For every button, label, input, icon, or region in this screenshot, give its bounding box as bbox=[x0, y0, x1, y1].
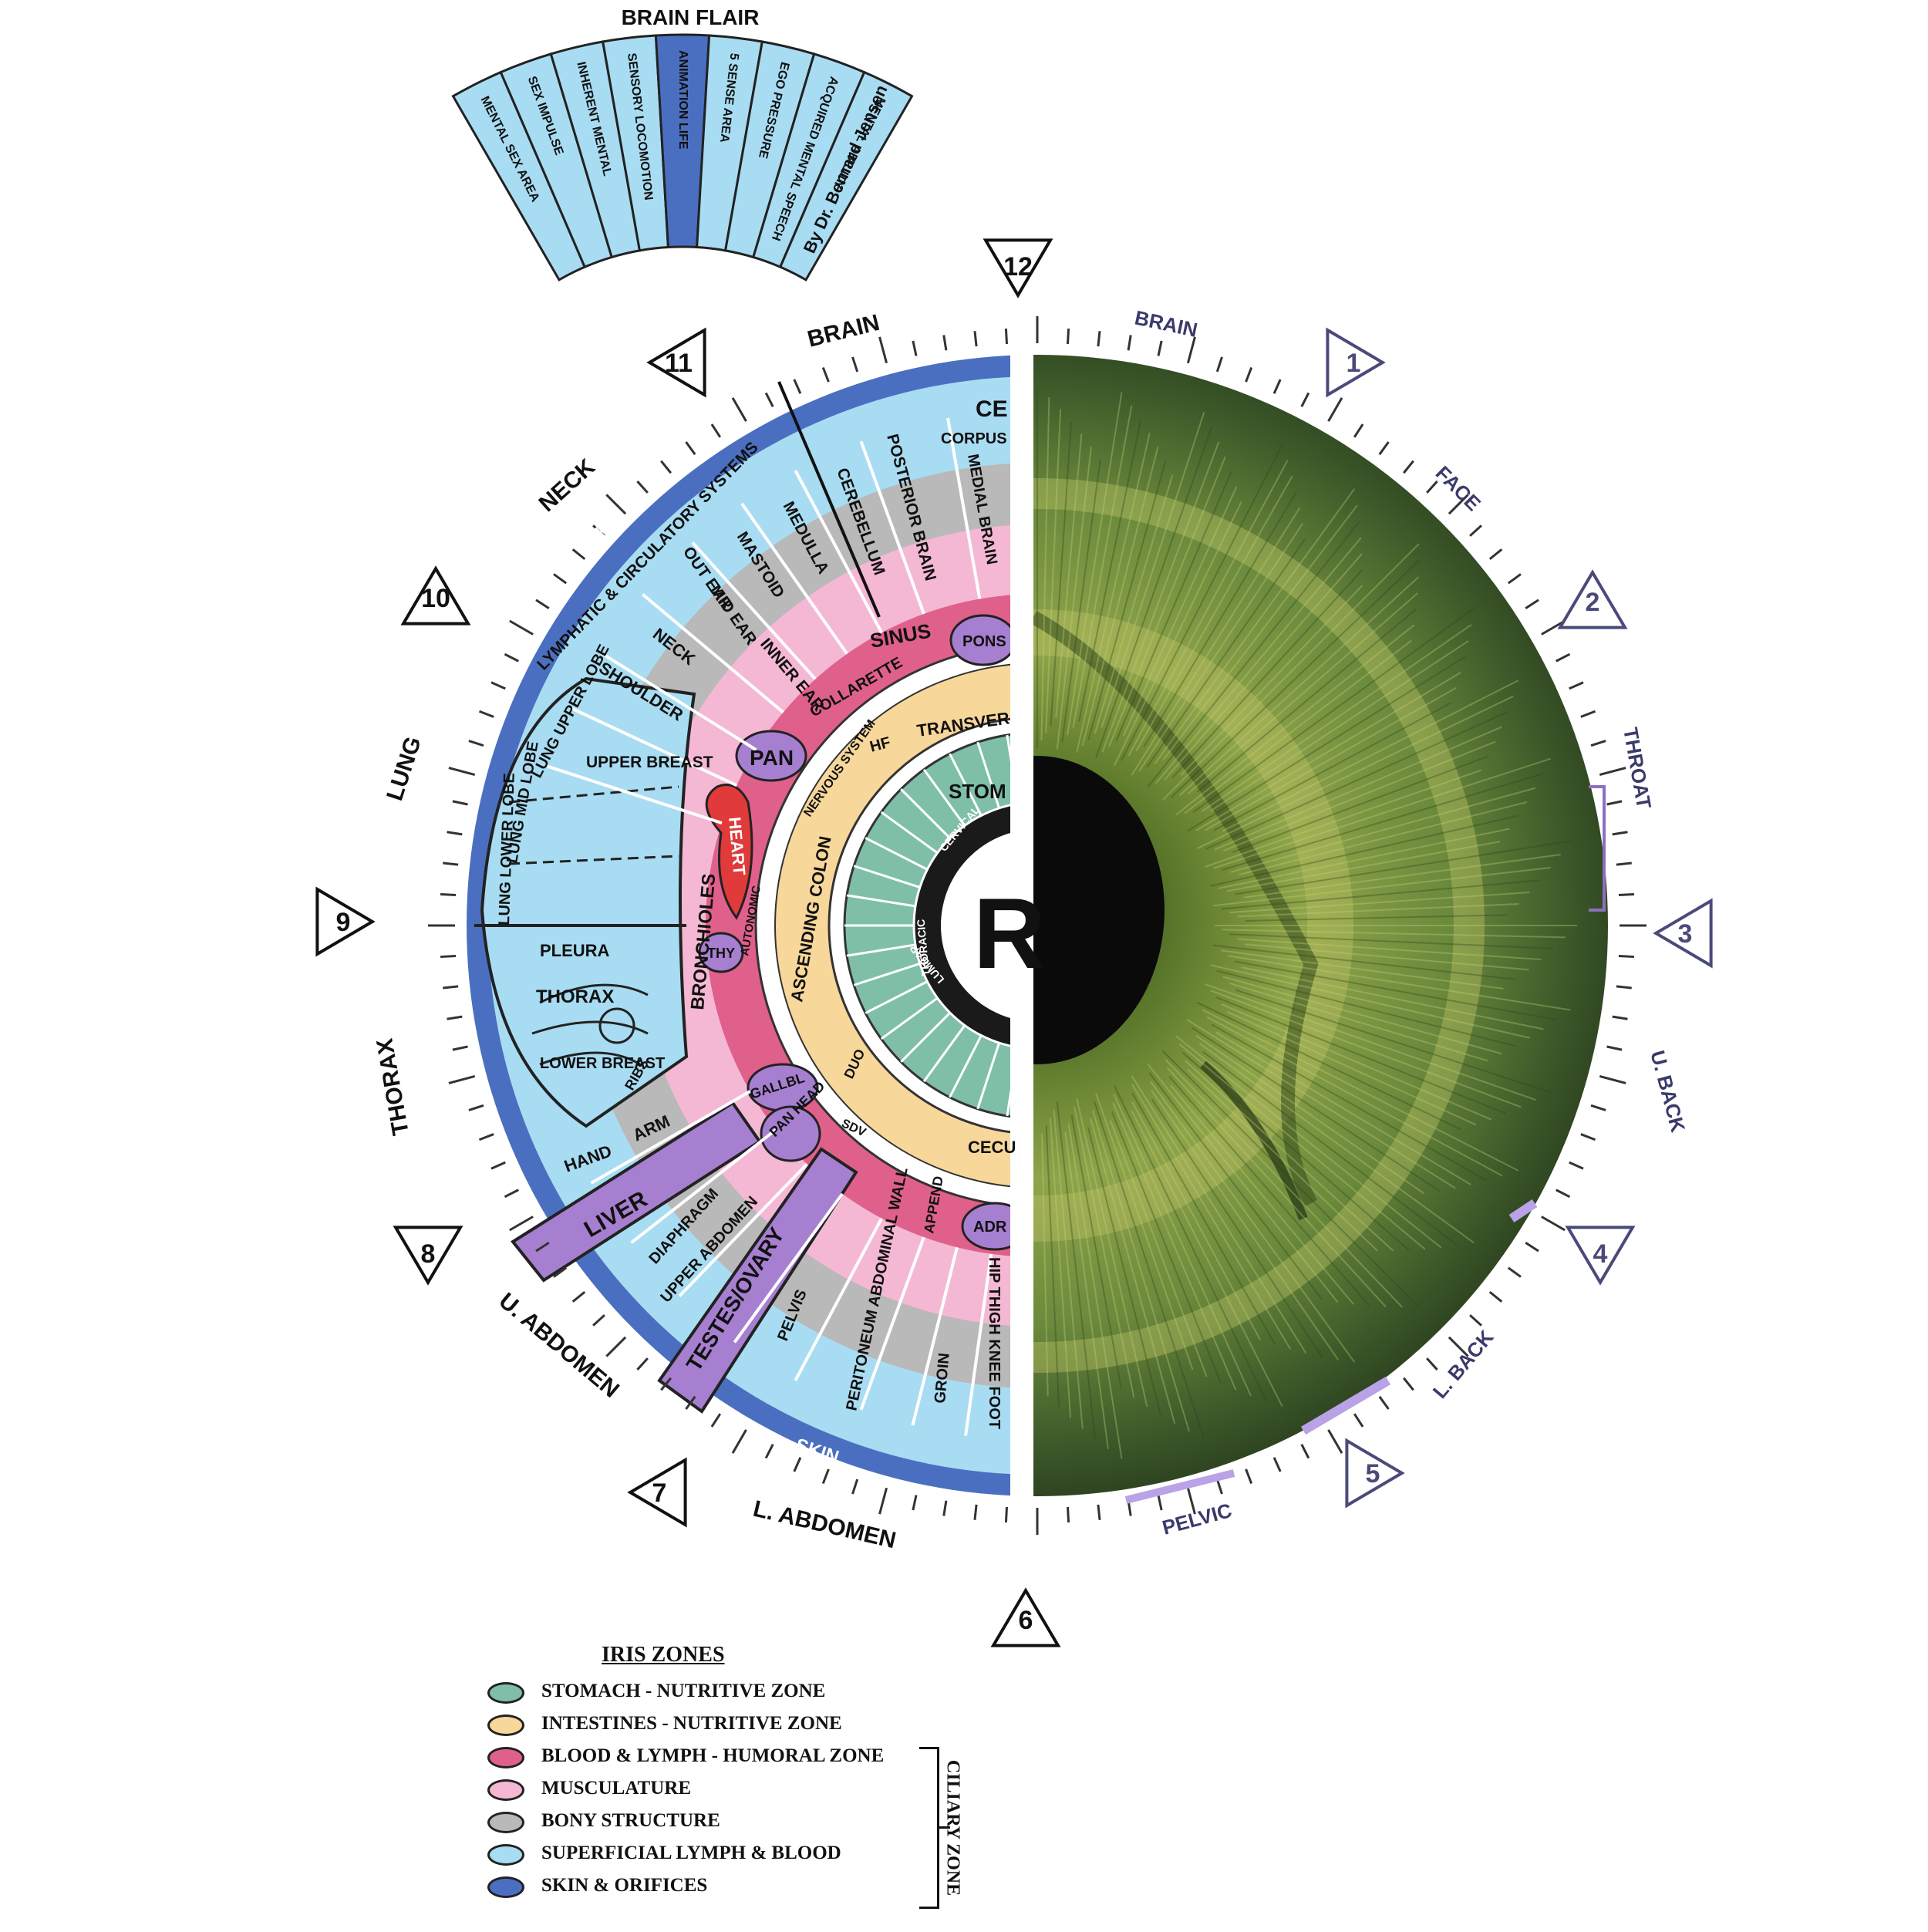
ciliary-zone-label: CILIARY ZONE bbox=[942, 1759, 963, 1897]
clock-marker-triangle bbox=[646, 327, 706, 398]
label-pleura: PLEURA bbox=[540, 941, 610, 960]
clock-marker-triangle bbox=[1557, 569, 1628, 629]
clock-marker-triangle bbox=[1653, 898, 1713, 969]
label-pan: PAN bbox=[750, 746, 794, 770]
ciliary-bracket-tick bbox=[939, 1826, 950, 1829]
clock-marker-triangle bbox=[990, 1587, 1061, 1647]
legend-label: STOMACH - NUTRITIVE ZONE bbox=[541, 1681, 826, 1701]
label-thy: THY bbox=[707, 946, 735, 961]
clock-marker-triangle bbox=[1345, 1438, 1405, 1509]
label-hip: HIP THIGH KNEE FOOT bbox=[986, 1257, 1003, 1429]
outer-label-brain-left: BRAIN bbox=[805, 310, 882, 352]
iris-zones-legend: IRIS ZONES STOMACH - NUTRITIVE ZONE INTES… bbox=[478, 1643, 987, 1920]
legend-item: SKIN & ORIFICES bbox=[478, 1872, 956, 1903]
label-lower-breast: LOWER BREAST bbox=[540, 1055, 665, 1072]
clock-marker-triangle bbox=[627, 1457, 687, 1528]
legend-item: MUSCULATURE bbox=[478, 1775, 956, 1806]
legend-swatch bbox=[487, 1779, 524, 1801]
legend-item: BONY STRUCTURE bbox=[478, 1807, 956, 1838]
iris-chart-left bbox=[467, 356, 1010, 1495]
pupil bbox=[1033, 756, 1165, 1064]
outer-label-l-abdomen: L. ABDOMEN bbox=[750, 1496, 898, 1554]
legend-item: BLOOD & LYMPH - HUMORAL ZONE bbox=[478, 1742, 956, 1773]
clock-marker-2: 2 bbox=[1586, 588, 1600, 617]
legend-label: SUPERFICIAL LYMPH & BLOOD bbox=[541, 1843, 841, 1863]
clock-marker-11: 11 bbox=[665, 349, 693, 378]
outer-label-pelvic: PELVIC bbox=[1160, 1499, 1235, 1539]
clock-marker-10: 10 bbox=[421, 584, 450, 613]
label-adr: ADR bbox=[973, 1219, 1007, 1236]
legend-item: SUPERFICIAL LYMPH & BLOOD bbox=[478, 1839, 956, 1870]
brain-flair-title: BRAIN FLAIR bbox=[622, 5, 760, 29]
clock-marker-5: 5 bbox=[1366, 1459, 1380, 1489]
clock-marker-triangle bbox=[1565, 1226, 1636, 1286]
clock-marker-9: 9 bbox=[336, 908, 351, 937]
iris-photo bbox=[1033, 355, 1608, 1496]
legend-swatch bbox=[487, 1715, 524, 1736]
legend-title: IRIS ZONES bbox=[602, 1643, 725, 1667]
legend-label: BLOOD & LYMPH - HUMORAL ZONE bbox=[541, 1745, 885, 1766]
legend-item: INTESTINES - NUTRITIVE ZONE bbox=[478, 1710, 956, 1741]
legend-label: BONY STRUCTURE bbox=[541, 1810, 720, 1831]
legend-swatch bbox=[487, 1876, 524, 1898]
brain-flair-segment bbox=[778, 70, 914, 282]
clock-marker-12: 12 bbox=[1003, 252, 1033, 282]
clock-marker-4: 4 bbox=[1593, 1239, 1608, 1269]
outer-label-u-abdomen: U. ABDOMEN bbox=[494, 1288, 624, 1403]
label-cerebrum: CE bbox=[976, 396, 1008, 422]
outer-label-lung: LUNG bbox=[382, 733, 426, 804]
legend-label: SKIN & ORIFICES bbox=[541, 1875, 708, 1896]
clock-marker-triangle bbox=[1326, 327, 1386, 398]
legend-label: INTESTINES - NUTRITIVE ZONE bbox=[541, 1713, 842, 1734]
label-pons: PONS bbox=[962, 633, 1006, 650]
clock-marker-6: 6 bbox=[1019, 1606, 1033, 1635]
clock-marker-3: 3 bbox=[1678, 919, 1693, 949]
label-center: R bbox=[973, 877, 1046, 990]
label-thoracic: THORACIC bbox=[915, 919, 932, 976]
outer-label-neck: NECK bbox=[534, 454, 601, 518]
label-cecum: CECU bbox=[968, 1138, 1016, 1157]
brain-flair-segment-label: ANIMATION LIFE bbox=[676, 50, 689, 150]
legend-label: MUSCULATURE bbox=[541, 1778, 691, 1799]
label-stomach: STOM bbox=[949, 780, 1006, 803]
outer-label-thorax: THORAX bbox=[372, 1037, 413, 1137]
clock-marker-triangle bbox=[983, 238, 1053, 298]
outer-label-l-back: L. BACK bbox=[1428, 1326, 1498, 1403]
label-thorax-zone: THORAX bbox=[536, 986, 614, 1007]
clock-marker-8: 8 bbox=[421, 1239, 436, 1269]
clock-marker-7: 7 bbox=[652, 1479, 667, 1508]
legend-item: STOMACH - NUTRITIVE ZONE bbox=[478, 1677, 956, 1708]
legend-swatch bbox=[487, 1747, 524, 1768]
label-upper-breast: UPPER BREAST bbox=[586, 754, 713, 771]
legend-swatch bbox=[487, 1812, 524, 1833]
legend-swatch bbox=[487, 1682, 524, 1704]
clock-marker-triangle bbox=[393, 1226, 463, 1286]
outer-label-u-back: U. BACK bbox=[1646, 1048, 1690, 1135]
clock-marker-triangle bbox=[315, 886, 376, 957]
label-corpus: CORPUS bbox=[941, 430, 1007, 447]
outer-label-brain-right: BRAIN bbox=[1133, 306, 1200, 342]
legend-swatch bbox=[487, 1844, 524, 1866]
ciliary-bracket bbox=[919, 1747, 939, 1909]
outer-label-face: FACE bbox=[1431, 461, 1485, 515]
clock-marker-triangle bbox=[400, 565, 471, 625]
clock-marker-1: 1 bbox=[1347, 349, 1361, 378]
